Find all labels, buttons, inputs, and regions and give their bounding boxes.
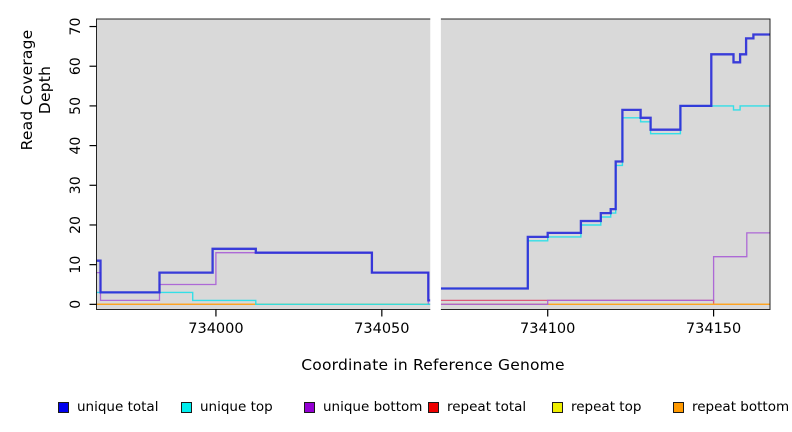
legend-swatch-repeat-bottom — [673, 401, 684, 413]
y-tick-label: 40 — [68, 137, 84, 155]
y-tick-label: 50 — [68, 97, 84, 115]
y-tick-label: 20 — [68, 216, 84, 234]
legend-item-unique-bottom: unique bottom — [304, 399, 422, 415]
legend-label: unique top — [200, 399, 273, 415]
y-tick-label: 0 — [68, 300, 84, 309]
x-tick-label: 734000 — [188, 321, 243, 337]
legend-item-unique-top: unique top — [181, 399, 273, 415]
y-tick-label: 70 — [68, 18, 84, 36]
series-unique-total-line — [96, 247, 431, 302]
legend-item-repeat-total: repeat total — [428, 399, 526, 415]
legend-label: unique total — [77, 399, 159, 415]
legend-swatch-unique-total — [58, 401, 69, 413]
legend-item-repeat-top: repeat top — [552, 399, 641, 415]
x-tick-label: 734050 — [354, 321, 409, 337]
legend-swatch-unique-bottom — [304, 401, 315, 413]
legend-item-repeat-bottom: repeat bottom — [673, 399, 789, 415]
y-tick-label: 30 — [68, 176, 84, 194]
x-tick-label: 734100 — [520, 321, 575, 337]
series-unique-bottom-line — [440, 232, 770, 305]
legend-swatch-repeat-total — [428, 401, 439, 413]
legend-swatch-unique-top — [181, 401, 192, 413]
legend-label: unique bottom — [323, 399, 423, 415]
series-unique-top-line — [96, 291, 431, 305]
legend-label: repeat top — [571, 399, 642, 415]
x-tick-label: 734150 — [686, 321, 741, 337]
y-tick-label: 60 — [68, 57, 84, 75]
y-axis-title-wrap: Read Coverage Depth — [18, 15, 54, 315]
x-axis-title: Coordinate in Reference Genome — [301, 356, 565, 374]
plot-legend: unique total unique top unique bottom repea… — [0, 399, 792, 423]
y-tick-label: 10 — [68, 256, 84, 274]
legend-label: repeat total — [447, 399, 527, 415]
series-unique-top-line — [440, 105, 770, 290]
series-unique-total-line — [440, 33, 770, 290]
legend-item-unique-total: unique total — [58, 399, 158, 415]
y-axis-title: Read Coverage Depth — [18, 29, 54, 151]
coverage-gap-band — [430, 17, 441, 311]
legend-swatch-repeat-top — [552, 401, 563, 413]
legend-label: repeat bottom — [692, 399, 790, 415]
